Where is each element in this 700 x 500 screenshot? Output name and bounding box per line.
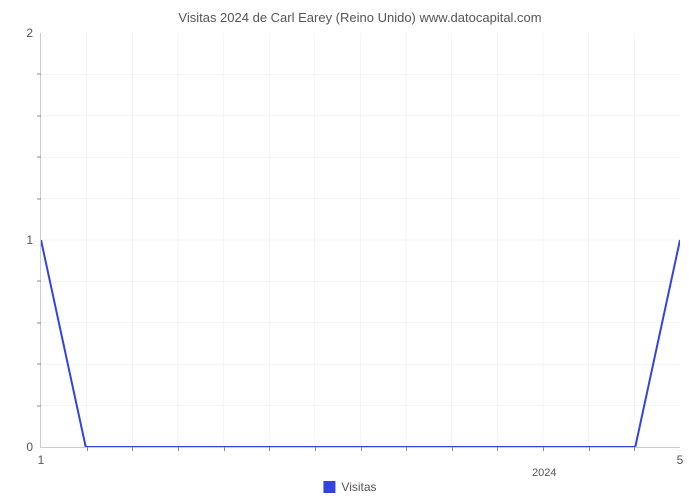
y-minor-tick <box>37 157 41 158</box>
x-minor-tick <box>452 447 453 451</box>
plot-area: 012 152024 <box>40 33 680 448</box>
legend: Visitas <box>323 480 376 494</box>
legend-swatch <box>323 481 335 493</box>
x-tick-label: 5 <box>677 453 684 467</box>
x-minor-tick <box>589 447 590 451</box>
x-minor-tick <box>87 447 88 451</box>
y-minor-tick <box>37 322 41 323</box>
y-minor-tick <box>37 405 41 406</box>
y-minor-tick <box>37 281 41 282</box>
x-minor-tick <box>224 447 225 451</box>
y-minor-tick <box>37 74 41 75</box>
x-minor-tick <box>543 447 544 451</box>
x-tick-label: 1 <box>38 453 45 467</box>
y-minor-tick <box>37 198 41 199</box>
x-minor-tick <box>315 447 316 451</box>
chart-container: Visitas 2024 de Carl Earey (Reino Unido)… <box>40 10 680 450</box>
chart-title: Visitas 2024 de Carl Earey (Reino Unido)… <box>40 10 680 25</box>
y-tick-label: 0 <box>26 440 33 454</box>
y-minor-tick <box>37 364 41 365</box>
x-minor-tick <box>269 447 270 451</box>
x-minor-tick <box>178 447 179 451</box>
y-tick-label: 1 <box>26 233 33 247</box>
x-minor-tick <box>361 447 362 451</box>
x-minor-tick <box>132 447 133 451</box>
plot-svg <box>41 33 680 447</box>
x-minor-tick <box>497 447 498 451</box>
y-minor-tick <box>37 115 41 116</box>
y-tick-label: 2 <box>26 26 33 40</box>
x-minor-tick <box>406 447 407 451</box>
legend-label: Visitas <box>341 480 376 494</box>
grid-lines <box>41 33 680 447</box>
x-minor-tick <box>634 447 635 451</box>
x-axis-date-label: 2024 <box>532 467 556 479</box>
